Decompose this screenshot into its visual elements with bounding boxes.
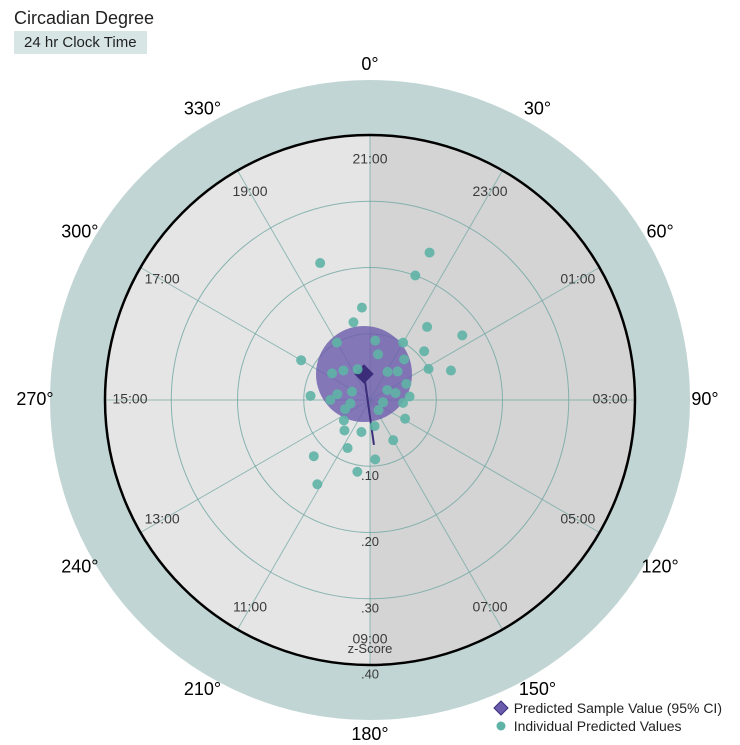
legend-label: Predicted Sample Value (95% CI) <box>514 699 722 717</box>
legend-label: Individual Predicted Values <box>514 717 682 735</box>
svg-text:90°: 90° <box>691 389 718 409</box>
svg-text:210°: 210° <box>184 679 221 699</box>
svg-text:11:00: 11:00 <box>233 599 267 615</box>
svg-text:330°: 330° <box>184 99 221 119</box>
svg-text:300°: 300° <box>61 221 98 241</box>
svg-text:21:00: 21:00 <box>352 151 387 167</box>
svg-text:15:00: 15:00 <box>112 391 147 407</box>
svg-text:.30: .30 <box>361 600 379 615</box>
svg-text:150°: 150° <box>519 679 556 699</box>
title-main: Circadian Degree <box>14 8 154 29</box>
svg-text:120°: 120° <box>642 556 679 576</box>
svg-text:19:00: 19:00 <box>232 183 267 199</box>
svg-text:.10: .10 <box>361 468 379 483</box>
svg-text:0°: 0° <box>361 54 378 74</box>
svg-text:60°: 60° <box>647 221 674 241</box>
svg-text:.40: .40 <box>361 667 379 682</box>
svg-text:13:00: 13:00 <box>145 511 180 527</box>
svg-text:180°: 180° <box>351 724 388 744</box>
svg-text:.20: .20 <box>361 534 379 549</box>
svg-text:17:00: 17:00 <box>145 271 180 287</box>
svg-text:05:00: 05:00 <box>560 511 595 527</box>
svg-text:09:00: 09:00 <box>352 631 387 647</box>
svg-text:270°: 270° <box>16 389 53 409</box>
legend-item-predicted: Predicted Sample Value (95% CI) <box>492 699 722 717</box>
svg-text:07:00: 07:00 <box>472 599 507 615</box>
dot-icon <box>492 717 510 735</box>
title-sub: 24 hr Clock Time <box>14 31 147 54</box>
legend: Predicted Sample Value (95% CI) Individu… <box>492 699 722 735</box>
svg-text:240°: 240° <box>61 556 98 576</box>
title-block: Circadian Degree 24 hr Clock Time <box>14 8 154 54</box>
svg-text:30°: 30° <box>524 99 551 119</box>
svg-text:01:00: 01:00 <box>560 271 595 287</box>
legend-item-individual: Individual Predicted Values <box>492 717 722 735</box>
polar-chart: .10.20.30.40z-Score0°30°60°90°120°150°18… <box>0 0 740 745</box>
svg-text:03:00: 03:00 <box>592 391 627 407</box>
diamond-icon <box>492 699 510 717</box>
svg-text:23:00: 23:00 <box>472 183 507 199</box>
